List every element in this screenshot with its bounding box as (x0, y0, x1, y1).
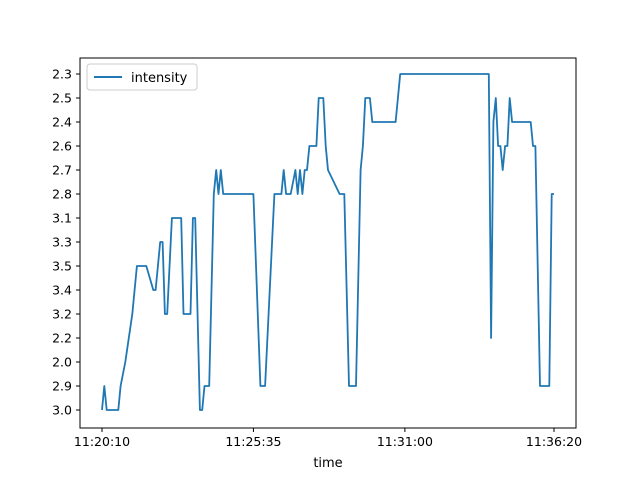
y-tick-label: 2.2 (52, 331, 72, 346)
y-tick-label: 2.4 (52, 115, 72, 130)
y-tick-label: 2.0 (52, 355, 72, 370)
y-tick-label: 3.3 (52, 235, 72, 250)
x-axis-title: time (313, 456, 342, 471)
legend: intensity (86, 63, 198, 91)
plot-area (101, 73, 554, 411)
series-line-intensity (101, 73, 554, 411)
x-tick-label: 11:31:00 (377, 434, 433, 449)
y-tick-label: 3.5 (52, 259, 72, 274)
y-tick-label: 2.3 (52, 67, 72, 82)
y-tick-label: 3.0 (52, 403, 72, 418)
x-axis: 11:20:10 11:25:35 11:31:00 11:36:20 (74, 428, 582, 449)
x-tick-label: 11:20:10 (74, 434, 130, 449)
legend-label-intensity: intensity (131, 71, 188, 86)
x-tick-label: 11:36:20 (526, 434, 582, 449)
y-tick-label: 3.2 (52, 307, 72, 322)
plot-frame (79, 57, 577, 429)
y-tick-label: 2.9 (52, 379, 72, 394)
legend-box (86, 63, 198, 91)
y-tick-label: 2.8 (52, 187, 72, 202)
y-tick-label: 2.6 (52, 139, 72, 154)
y-tick-label: 3.4 (52, 283, 72, 298)
y-tick-label: 2.7 (52, 163, 72, 178)
x-tick-label: 11:25:35 (225, 434, 281, 449)
y-axis: 3.0 2.9 2.0 2.2 3.2 3.4 3.5 3.3 3.1 2.8 2.7 2.6 2.4 2… (52, 67, 80, 418)
y-tick-label: 2.5 (52, 91, 72, 106)
y-tick-label: 3.1 (52, 211, 72, 226)
